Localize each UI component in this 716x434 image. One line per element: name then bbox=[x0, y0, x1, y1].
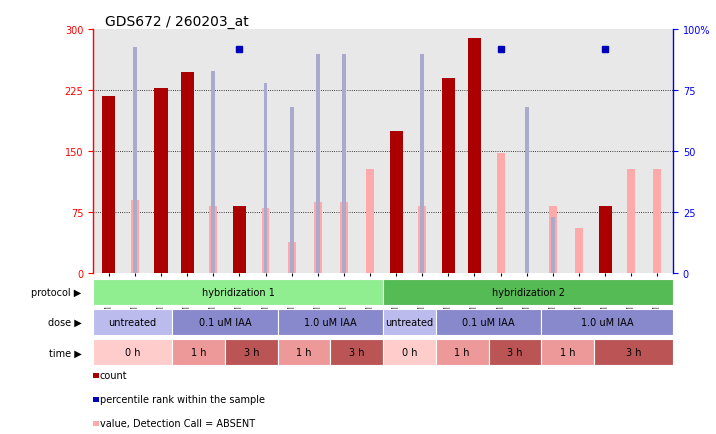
Text: untreated: untreated bbox=[385, 317, 433, 327]
Bar bbox=[233, 206, 246, 273]
Text: 3 h: 3 h bbox=[626, 348, 642, 358]
Bar bbox=[541, 340, 594, 365]
Bar bbox=[418, 206, 426, 273]
Bar bbox=[209, 206, 217, 273]
Bar bbox=[133, 47, 137, 273]
Bar bbox=[180, 72, 193, 273]
Text: 1 h: 1 h bbox=[455, 348, 470, 358]
Bar bbox=[436, 340, 488, 365]
Bar bbox=[575, 229, 583, 273]
Bar bbox=[314, 202, 321, 273]
Text: hybridization 2: hybridization 2 bbox=[492, 287, 564, 297]
Text: 3 h: 3 h bbox=[507, 348, 523, 358]
Bar bbox=[316, 55, 320, 273]
Text: 1.0 uM IAA: 1.0 uM IAA bbox=[581, 317, 634, 327]
Bar bbox=[497, 154, 505, 273]
Text: 0 h: 0 h bbox=[402, 348, 417, 358]
Bar bbox=[383, 309, 436, 335]
Bar bbox=[102, 97, 115, 273]
Text: 3 h: 3 h bbox=[349, 348, 364, 358]
Text: untreated: untreated bbox=[109, 317, 157, 327]
Bar bbox=[172, 309, 278, 335]
Bar bbox=[93, 340, 172, 365]
Bar bbox=[420, 55, 424, 273]
Text: protocol ▶: protocol ▶ bbox=[32, 287, 82, 297]
Bar bbox=[383, 279, 673, 305]
Text: percentile rank within the sample: percentile rank within the sample bbox=[100, 395, 265, 404]
Bar bbox=[211, 72, 216, 273]
Bar bbox=[488, 340, 541, 365]
Bar bbox=[93, 279, 383, 305]
Bar bbox=[549, 206, 557, 273]
Bar bbox=[654, 170, 662, 273]
Text: time ▶: time ▶ bbox=[49, 348, 82, 358]
Bar bbox=[278, 309, 383, 335]
Text: 1 h: 1 h bbox=[560, 348, 576, 358]
Text: 1 h: 1 h bbox=[296, 348, 311, 358]
Bar bbox=[342, 55, 346, 273]
Bar bbox=[263, 84, 268, 273]
Bar bbox=[594, 340, 673, 365]
Bar bbox=[278, 340, 330, 365]
Text: count: count bbox=[100, 371, 127, 380]
Bar bbox=[131, 201, 139, 273]
Bar bbox=[442, 79, 455, 273]
Bar bbox=[225, 340, 278, 365]
Bar bbox=[366, 170, 374, 273]
Text: 3 h: 3 h bbox=[243, 348, 259, 358]
Text: value, Detection Call = ABSENT: value, Detection Call = ABSENT bbox=[100, 418, 255, 428]
Text: GDS672 / 260203_at: GDS672 / 260203_at bbox=[105, 15, 248, 30]
Text: 0 h: 0 h bbox=[125, 348, 140, 358]
Bar bbox=[383, 340, 436, 365]
Text: 1 h: 1 h bbox=[190, 348, 206, 358]
Bar bbox=[288, 243, 296, 273]
Bar bbox=[340, 202, 348, 273]
Text: dose ▶: dose ▶ bbox=[48, 317, 82, 327]
Text: 0.1 uM IAA: 0.1 uM IAA bbox=[198, 317, 251, 327]
Text: 0.1 uM IAA: 0.1 uM IAA bbox=[463, 317, 515, 327]
Text: hybridization 1: hybridization 1 bbox=[202, 287, 274, 297]
Bar bbox=[290, 108, 294, 273]
Bar bbox=[330, 340, 383, 365]
Bar bbox=[599, 206, 611, 273]
Bar bbox=[172, 340, 225, 365]
Bar bbox=[551, 217, 555, 273]
Bar bbox=[468, 39, 481, 273]
Bar bbox=[390, 132, 402, 273]
Bar bbox=[261, 209, 269, 273]
Bar bbox=[525, 108, 528, 273]
Text: 1.0 uM IAA: 1.0 uM IAA bbox=[304, 317, 357, 327]
Bar bbox=[436, 309, 541, 335]
Bar bbox=[541, 309, 673, 335]
Bar bbox=[155, 89, 168, 273]
Bar bbox=[627, 170, 635, 273]
Bar bbox=[93, 309, 172, 335]
